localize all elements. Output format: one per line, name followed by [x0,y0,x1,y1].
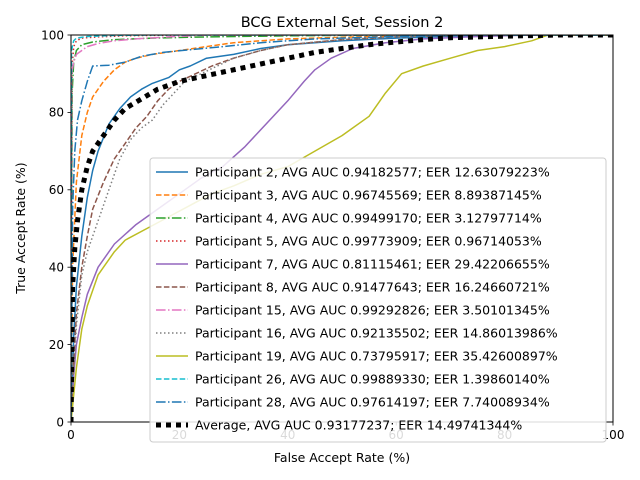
legend-entry: Participant 8, AVG AUC 0.91477643; EER 1… [195,280,550,295]
legend-entry: Participant 5, AVG AUC 0.99773909; EER 0… [195,234,542,249]
series-line-12 [71,35,613,422]
y-tick-label: 80 [49,106,64,120]
legend-entry: Participant 2, AVG AUC 0.94182577; EER 1… [195,165,550,180]
series-line-11 [71,35,613,422]
legend: Participant 2, AVG AUC 0.94182577; EER 1… [149,157,607,443]
legend-entry: Participant 19, AVG AUC 0.73795917; EER … [195,349,558,364]
y-tick-label: 20 [49,338,64,352]
legend-entry: Participant 16, AVG AUC 0.92135502; EER … [195,326,558,341]
legend-entry: Participant 3, AVG AUC 0.96745569; EER 8… [195,188,542,203]
legend-frame [149,157,607,443]
y-tick-label: 60 [49,183,64,197]
legend-entry: Average, AVG AUC 0.93177237; EER 14.4974… [195,418,522,433]
series-layer [71,35,613,422]
series-line-2 [71,35,613,422]
legend-entry: Participant 26, AVG AUC 0.99889330; EER … [195,372,550,387]
chart-title: BCG External Set, Session 2 [241,15,444,31]
y-tick-label: 0 [56,415,64,429]
x-axis-label: False Accept Rate (%) [274,450,410,465]
y-tick-label: 100 [41,28,64,42]
series-line-7 [71,35,613,422]
legend-entry: Participant 4, AVG AUC 0.99499170; EER 3… [195,211,542,226]
legend-entry: Participant 7, AVG AUC 0.81115461; EER 2… [195,257,550,272]
y-tick-label: 40 [49,261,64,275]
legend-entry: Participant 15, AVG AUC 0.99292826; EER … [195,303,550,318]
series-line-6 [71,35,613,422]
y-axis-label: True Accept Rate (%) [13,162,28,294]
y-axis: 0 20 40 60 80 100 [41,28,71,429]
legend-entry: Participant 28, AVG AUC 0.97614197; EER … [195,395,550,410]
x-tick-label: 100 [602,428,625,442]
series-line-1 [71,35,613,422]
x-tick-label: 0 [67,428,75,442]
